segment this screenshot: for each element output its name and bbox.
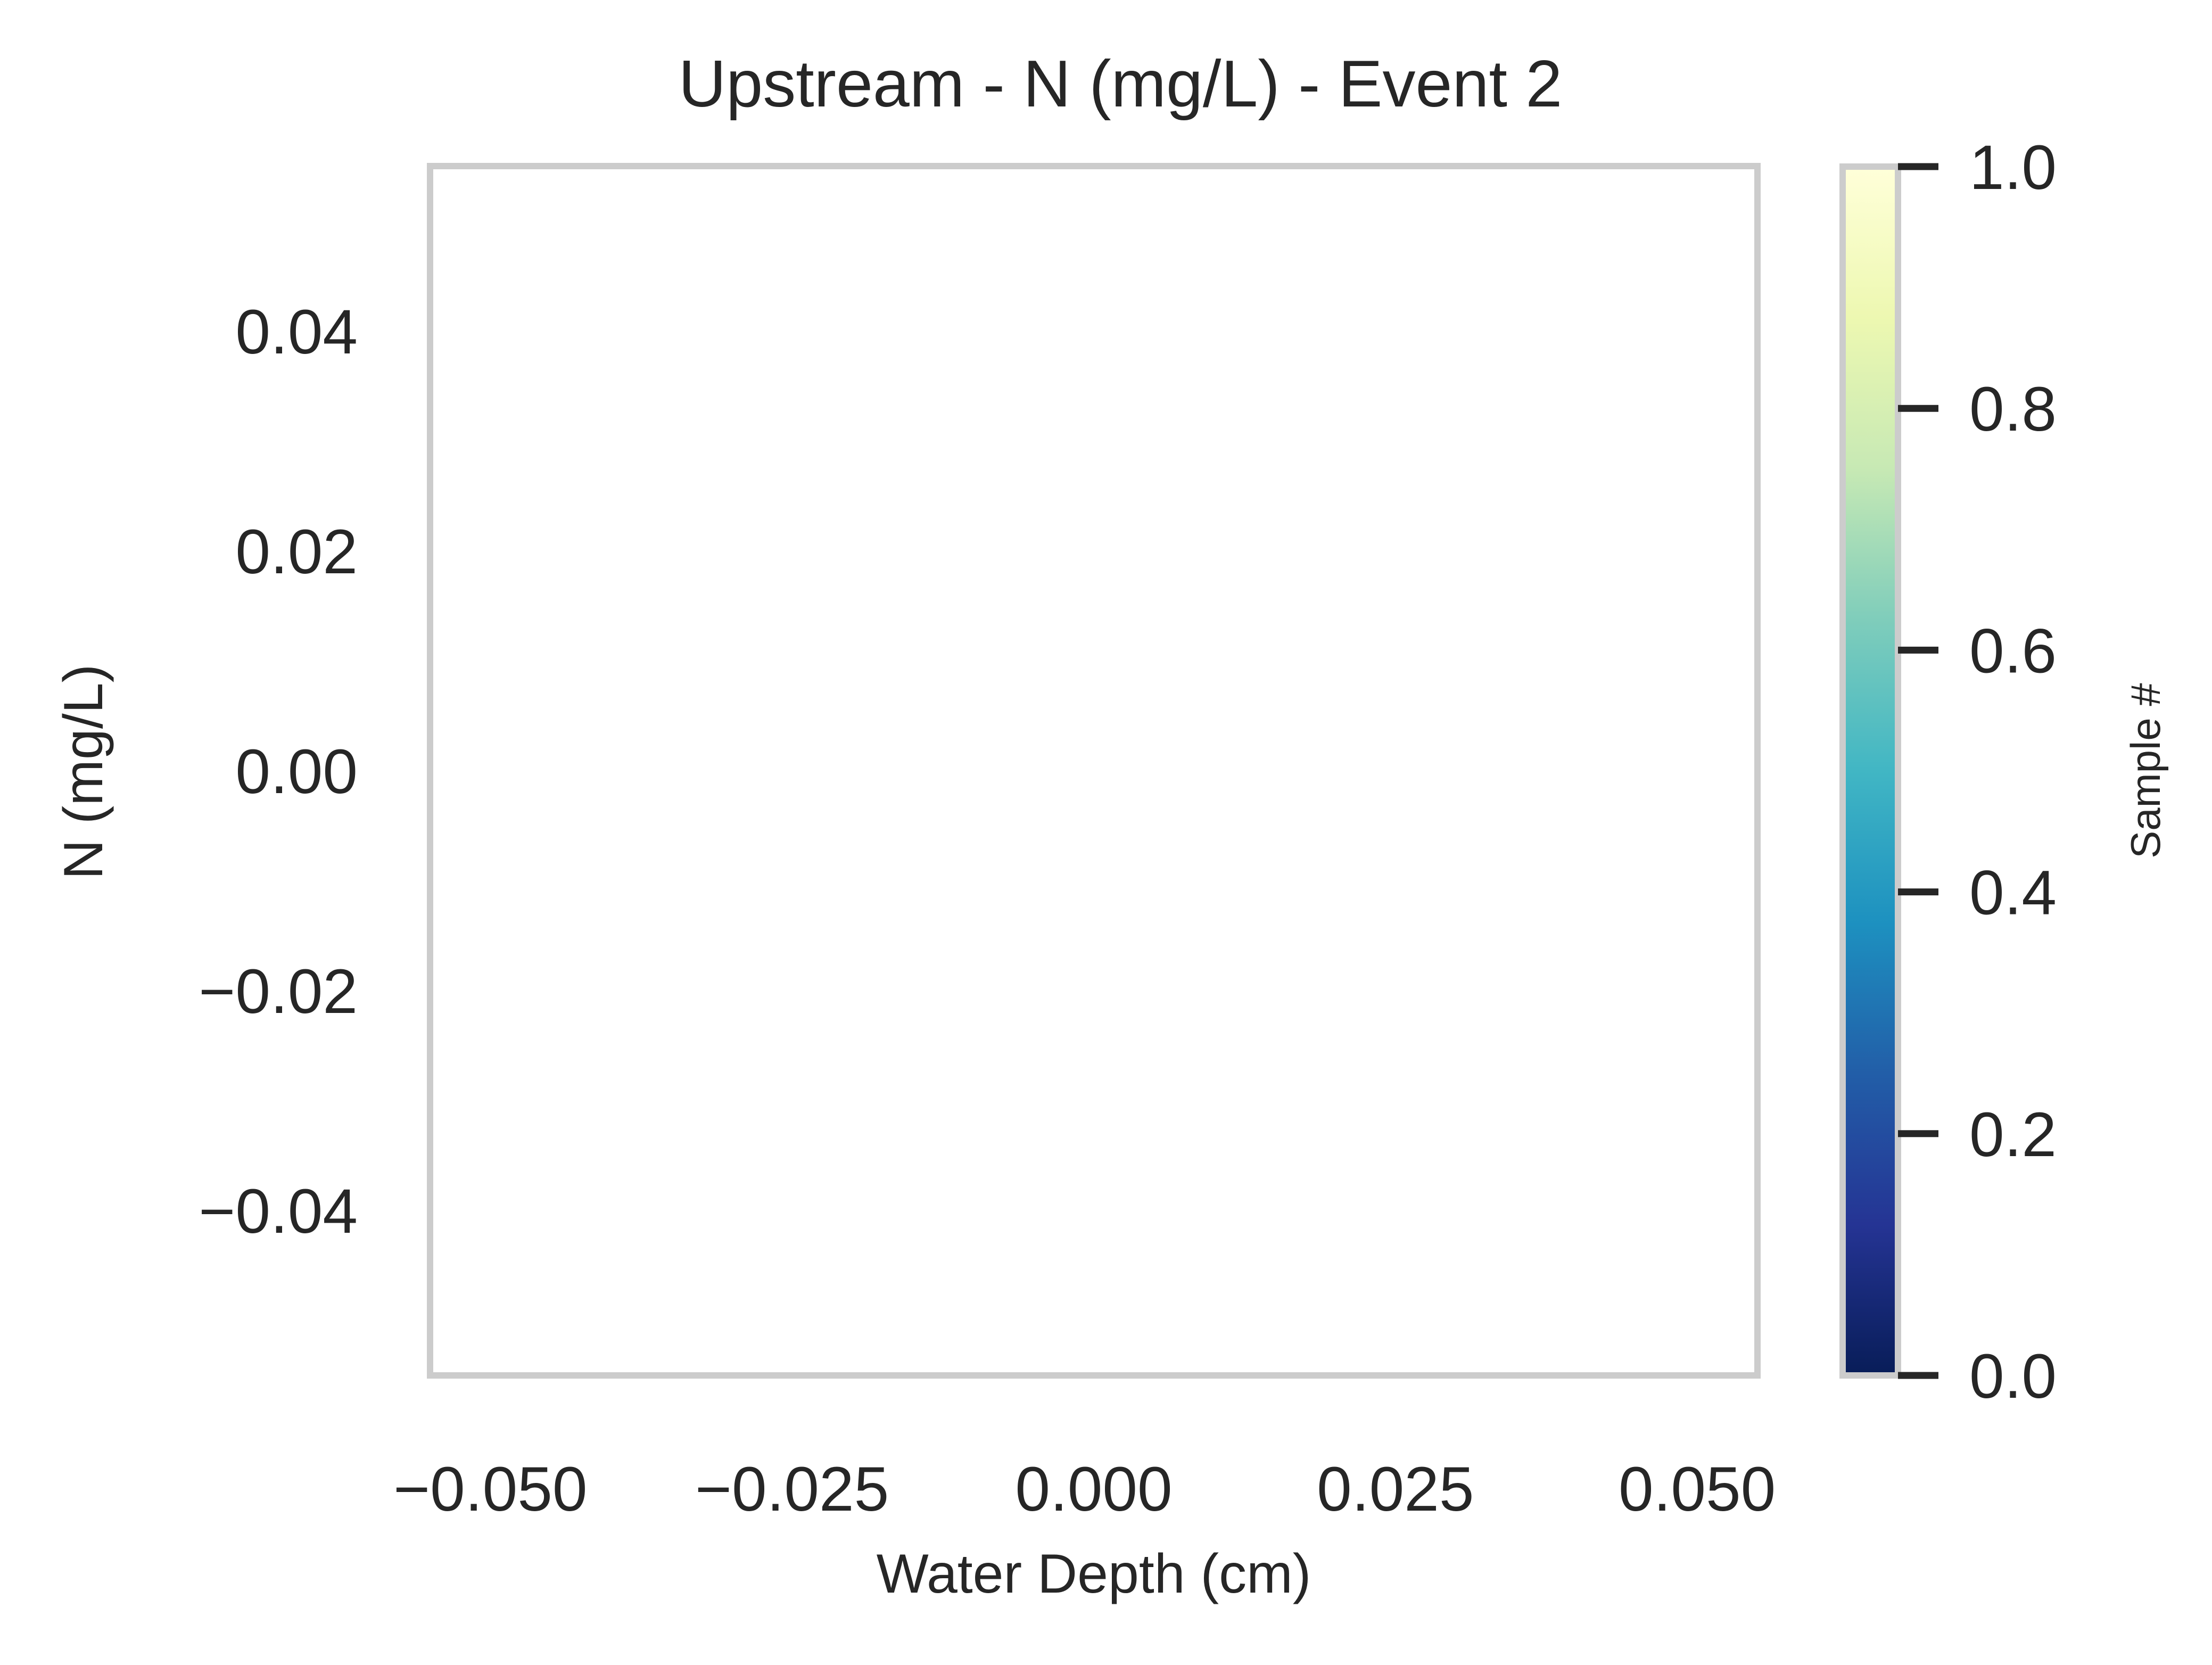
y-tick-label: 0.00 [235, 737, 358, 807]
y-tick-label: 0.04 [235, 297, 358, 367]
colorbar-tick-label: 1.0 [1969, 133, 2057, 203]
colorbar-tick-label: 0.2 [1969, 1100, 2057, 1170]
x-tick-label: −0.050 [393, 1454, 587, 1524]
y-axis-ticks: −0.04 −0.02 0.00 0.02 0.04 [199, 297, 358, 1247]
y-axis-label: N (mg/L) [53, 664, 114, 879]
chart-title: Upstream - N (mg/L) - Event 2 [679, 47, 1563, 121]
colorbar [1839, 163, 1901, 1379]
x-tick-label: 0.000 [1015, 1454, 1172, 1524]
colorbar-tick-label: 0.4 [1969, 858, 2057, 928]
x-tick-label: 0.025 [1317, 1454, 1474, 1524]
colorbar-tick-label: 0.6 [1969, 616, 2057, 686]
y-tick-label: −0.02 [199, 957, 358, 1027]
y-tick-label: −0.04 [199, 1176, 358, 1247]
colorbar-label: Sample # [2122, 683, 2169, 859]
colorbar-tick-label: 0.8 [1969, 374, 2057, 444]
x-tick-label: −0.025 [695, 1454, 889, 1524]
colorbar-tick-label: 0.0 [1969, 1341, 2057, 1412]
y-tick-label: 0.02 [235, 517, 358, 587]
plot-area [427, 163, 1761, 1379]
x-tick-label: 0.050 [1619, 1454, 1776, 1524]
colorbar-ticks: 0.0 0.2 0.4 0.6 0.8 1.0 [1898, 133, 2057, 1412]
x-axis-ticks: −0.050 −0.025 0.000 0.025 0.050 [393, 1454, 1776, 1524]
x-axis-label: Water Depth (cm) [877, 1543, 1311, 1605]
